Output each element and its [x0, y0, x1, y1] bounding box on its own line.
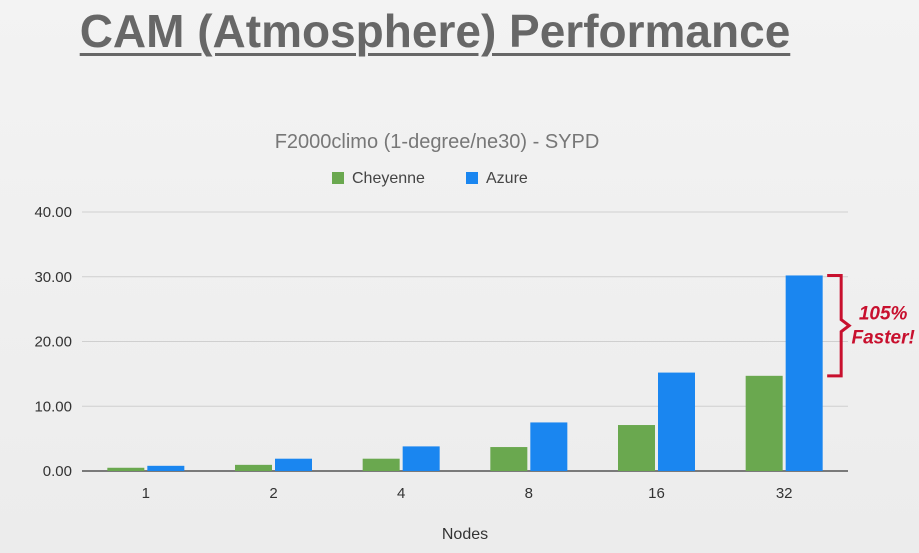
bar-cheyenne-8 — [490, 447, 528, 471]
annotation-line-2: Faster! — [851, 328, 914, 349]
bar-cheyenne-2 — [235, 464, 272, 471]
legend-swatch-cheyenne — [332, 172, 344, 184]
y-tick-label: 0.00 — [43, 463, 72, 480]
bar-cheyenne-1 — [107, 467, 145, 471]
x-tick-label: 2 — [269, 485, 277, 502]
legend-label-cheyenne: Cheyenne — [352, 170, 425, 187]
x-tick-label: 16 — [648, 485, 665, 502]
bar-cheyenne-4 — [362, 458, 400, 471]
annotation-line-1: 105% — [859, 304, 908, 325]
bar-azure-16 — [658, 372, 695, 471]
x-tick-label: 4 — [397, 485, 405, 502]
y-tick-label: 20.00 — [34, 334, 72, 351]
legend: Cheyenne Azure — [332, 170, 528, 187]
y-tick-label: 10.00 — [34, 398, 72, 415]
bar-azure-2 — [275, 458, 312, 471]
y-axis-ticks: 0.00 10.00 20.00 30.00 40.00 — [34, 204, 72, 480]
chart-title: F2000climo (1-degree/ne30) - SYPD — [275, 131, 600, 153]
x-tick-label: 1 — [142, 485, 150, 502]
y-tick-label: 40.00 — [34, 204, 72, 221]
slide-title: CAM (Atmosphere) Performance — [79, 5, 791, 57]
bar-cheyenne-32 — [745, 375, 783, 471]
speedup-annotation: 105% Faster! — [827, 273, 915, 378]
bar-cheyenne-16 — [618, 425, 655, 471]
y-tick-label: 30.00 — [34, 269, 72, 286]
bars — [107, 275, 823, 471]
bar-azure-1 — [147, 465, 185, 471]
annotation-brace — [827, 273, 852, 378]
legend-label-azure: Azure — [486, 170, 528, 187]
bar-azure-32 — [785, 275, 823, 471]
x-tick-label: 8 — [525, 485, 533, 502]
x-tick-label: 32 — [776, 485, 793, 502]
bar-azure-8 — [530, 422, 568, 471]
gridlines — [82, 211, 848, 472]
x-axis-ticks: 1 2 4 8 16 32 — [142, 485, 793, 502]
legend-swatch-azure — [466, 172, 478, 184]
x-axis-label: Nodes — [442, 526, 488, 543]
bar-azure-4 — [402, 446, 440, 471]
